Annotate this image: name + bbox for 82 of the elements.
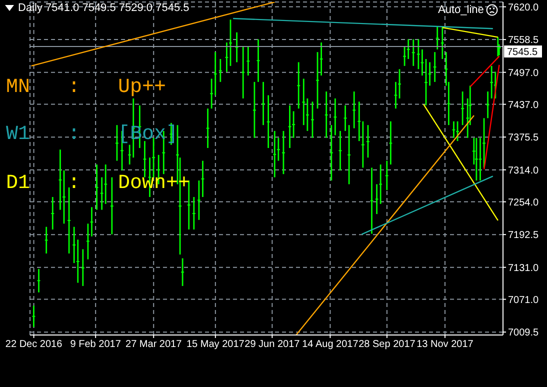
- candlestick: [110, 176, 114, 235]
- candlestick: [344, 104, 347, 132]
- candlestick: [192, 196, 196, 230]
- annotation: Auto_line: [438, 4, 484, 16]
- candlestick: [225, 42, 228, 72]
- candlestick: [394, 81, 398, 110]
- x-tick-label: 9 Feb 2017: [70, 339, 122, 350]
- x-tick-label: 22 Dec 2016: [5, 339, 63, 350]
- candlestick: [51, 196, 54, 230]
- candlestick: [252, 81, 256, 139]
- x-tick-label: 28 Sep 2017: [358, 339, 416, 350]
- candlestick: [370, 167, 374, 234]
- candlestick: [316, 51, 320, 110]
- candlestick: [486, 90, 490, 119]
- candlestick: [389, 120, 392, 166]
- y-tick-label: 7375.5: [508, 132, 540, 144]
- candlestick: [456, 120, 460, 142]
- candlestick: [334, 98, 337, 136]
- y-tick-label: 7131.0: [508, 262, 540, 274]
- candlestick: [424, 58, 428, 106]
- candlestick: [81, 248, 84, 287]
- y-tick-label: 7497.0: [508, 68, 540, 79]
- candlestick: [282, 130, 285, 175]
- y-tick-label: 7437.0: [508, 100, 540, 111]
- candlestick: [433, 51, 436, 83]
- x-tick-label: 15 May 2017: [186, 339, 245, 350]
- y-tick-label: 7558.5: [508, 35, 540, 46]
- candlestick: [58, 148, 62, 210]
- candlestick: [273, 130, 276, 178]
- candlestick: [68, 186, 71, 254]
- candlestick: [256, 38, 260, 83]
- candlestick: [338, 130, 342, 172]
- candlestick: [324, 90, 328, 139]
- candlestick: [37, 268, 40, 294]
- candlestick: [288, 104, 292, 149]
- candlestick: [266, 94, 270, 149]
- candlestick: [320, 42, 323, 76]
- y-tick-label: 7009.5: [508, 328, 540, 339]
- candlestick: [86, 222, 90, 260]
- candlestick: [310, 100, 314, 139]
- y-tick-label: 7071.0: [508, 294, 540, 306]
- candlestick: [218, 58, 222, 83]
- candlestick: [490, 65, 494, 100]
- candlestick: [187, 180, 190, 230]
- candlestick: [348, 124, 351, 185]
- candlestick: [436, 26, 439, 50]
- candlestick: [478, 137, 482, 182]
- candlestick: [361, 120, 364, 168]
- candlestick: [246, 46, 250, 76]
- x-tick-label: 13 Nov 2017: [416, 339, 474, 350]
- candlestick: [235, 32, 238, 63]
- ref-line-label: 7545.5: [507, 46, 538, 58]
- candlestick: [197, 180, 200, 221]
- y-tick-label: 7314.0: [508, 165, 540, 176]
- candlestick: [32, 304, 36, 328]
- candlestick: [242, 46, 245, 100]
- x-tick-label: 27 Mar 2017: [126, 339, 182, 350]
- candlestick: [262, 81, 265, 126]
- candlestick: [44, 226, 48, 254]
- candlestick: [352, 90, 356, 129]
- candlestick: [428, 62, 432, 86]
- candlestick: [90, 206, 94, 238]
- y-tick-label: 7192.5: [508, 230, 540, 242]
- candlestick: [95, 164, 98, 210]
- candlestick: [440, 26, 444, 60]
- candlestick: [330, 124, 333, 182]
- candlestick: [214, 51, 217, 96]
- candlestick: [461, 90, 464, 126]
- candlestick: [366, 124, 370, 158]
- x-tick-label: 14 Aug 2017: [302, 339, 359, 350]
- candlestick: [474, 137, 478, 182]
- annotation: MN : Up++: [6, 76, 166, 99]
- candlestick: [206, 108, 210, 149]
- x-tick-label: 29 Jun 2017: [244, 339, 300, 350]
- candlestick: [412, 38, 415, 67]
- y-tick-label: 7620.0: [508, 2, 540, 14]
- candlestick: [201, 160, 204, 198]
- y-tick-label: 7254.0: [508, 197, 540, 208]
- candlestick: [181, 258, 184, 287]
- candlestick: [452, 120, 456, 139]
- candlestick: [385, 160, 388, 191]
- candlestick: [297, 62, 300, 110]
